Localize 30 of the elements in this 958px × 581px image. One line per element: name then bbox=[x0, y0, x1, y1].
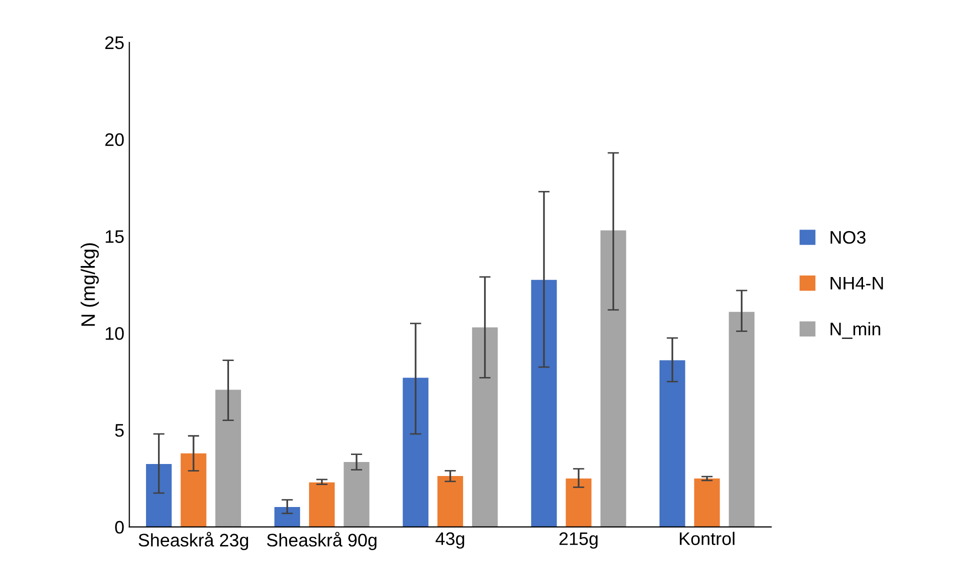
bar bbox=[566, 478, 592, 527]
x-tick-label: 215g bbox=[559, 532, 598, 549]
y-tick-label: 5 bbox=[115, 424, 124, 437]
bar bbox=[437, 476, 464, 527]
bar bbox=[274, 507, 300, 527]
bar bbox=[728, 312, 754, 527]
y-tick-label: 0 bbox=[115, 520, 124, 534]
bar bbox=[309, 482, 335, 527]
x-tick-label: Sheaskrå 23g bbox=[138, 532, 248, 550]
bar bbox=[531, 280, 557, 527]
bar bbox=[694, 478, 720, 527]
y-tick-label: 20 bbox=[105, 133, 124, 146]
legend-label: NO3 bbox=[830, 230, 866, 244]
y-tick-label: 25 bbox=[105, 36, 124, 50]
x-tick-label: Kontrol bbox=[680, 532, 734, 546]
y-tick-label: 10 bbox=[106, 327, 124, 340]
x-tick-label: 43g bbox=[436, 532, 464, 549]
bar bbox=[146, 464, 172, 527]
bar bbox=[344, 462, 370, 527]
x-tick-label: Sheaskrå 90g bbox=[267, 532, 376, 550]
bar bbox=[180, 453, 206, 527]
bar bbox=[660, 360, 686, 527]
y-tick-label: 15 bbox=[106, 230, 124, 243]
bar bbox=[402, 378, 428, 527]
bar bbox=[472, 327, 498, 527]
y-axis-title: N (mg/kg) bbox=[80, 243, 99, 326]
legend-label: N_min bbox=[830, 322, 880, 339]
bar bbox=[600, 230, 626, 527]
legend-label: NH4-N bbox=[830, 276, 883, 290]
bar bbox=[215, 390, 242, 527]
